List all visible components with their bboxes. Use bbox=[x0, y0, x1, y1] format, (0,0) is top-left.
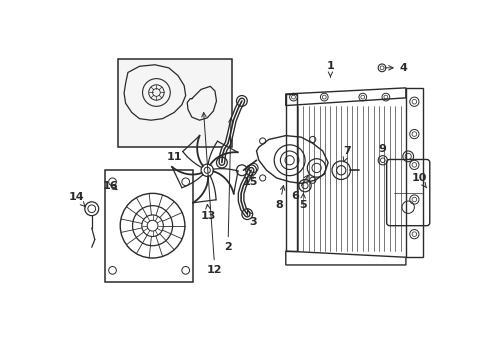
Text: 6: 6 bbox=[291, 175, 308, 201]
Text: 3: 3 bbox=[247, 211, 257, 227]
Bar bbox=[286, 94, 296, 251]
Text: 13: 13 bbox=[201, 204, 217, 221]
Bar bbox=[406, 88, 423, 257]
Text: 5: 5 bbox=[299, 194, 307, 210]
Text: 2: 2 bbox=[224, 118, 233, 252]
Text: 12: 12 bbox=[202, 113, 222, 275]
Text: 7: 7 bbox=[343, 146, 351, 162]
Text: 11: 11 bbox=[167, 152, 183, 162]
Text: 1: 1 bbox=[326, 61, 334, 77]
Text: 14: 14 bbox=[69, 192, 85, 207]
Bar bbox=[118, 59, 232, 147]
Text: 9: 9 bbox=[379, 144, 387, 154]
Text: 15: 15 bbox=[243, 174, 258, 187]
Text: 4: 4 bbox=[385, 63, 408, 73]
Text: 8: 8 bbox=[276, 186, 285, 210]
Bar bbox=[105, 170, 194, 282]
Text: 16: 16 bbox=[103, 181, 119, 191]
Text: 10: 10 bbox=[411, 173, 427, 188]
